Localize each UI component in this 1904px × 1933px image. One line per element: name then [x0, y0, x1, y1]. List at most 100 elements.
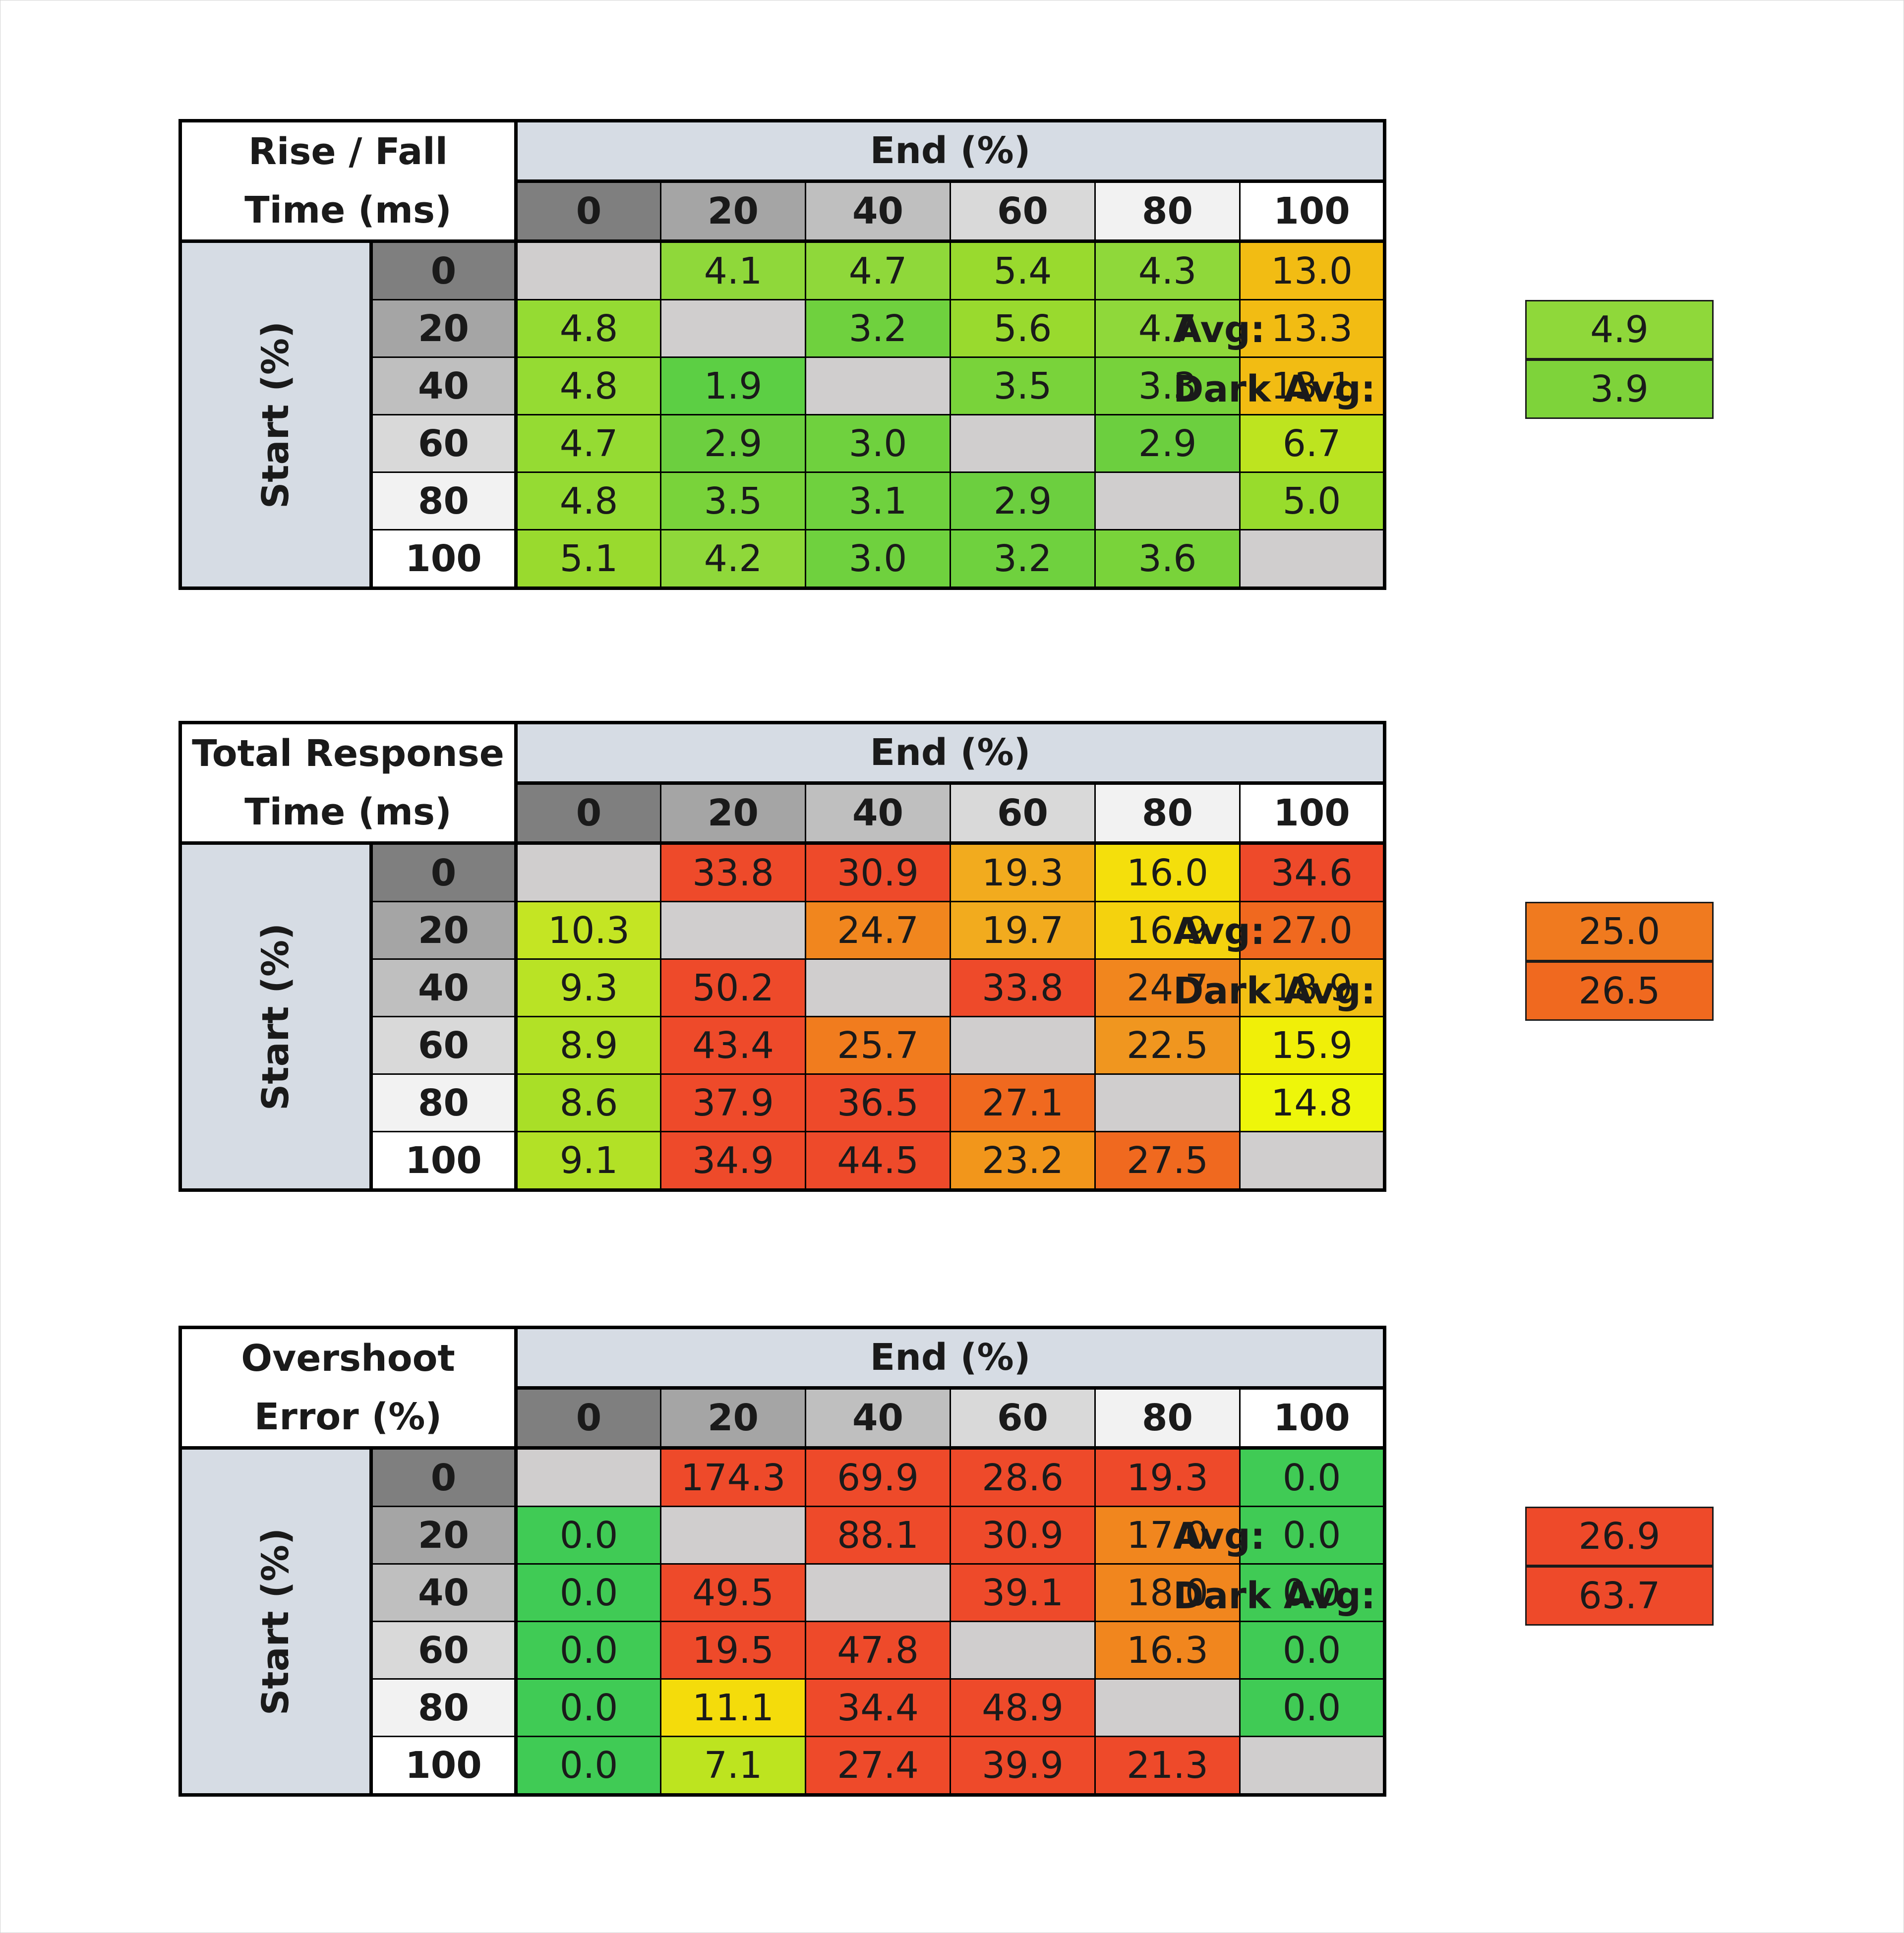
heatmap-cell: 0.0 — [1239, 1621, 1386, 1680]
heatmap-cell: 39.9 — [950, 1736, 1096, 1796]
heatmap-cell: 27.1 — [950, 1073, 1096, 1132]
heatmap-cell: 34.6 — [1239, 842, 1386, 902]
table-row: 20 10.3 24.7 19.7 16.9 27.0 — [180, 901, 1386, 960]
heatmap-cell: 5.6 — [950, 299, 1096, 358]
table-row: Start (%) 0 33.8 30.9 19.3 16.0 34.6 — [179, 842, 1386, 1191]
y-axis-label: Start (%) — [179, 842, 373, 1191]
dark-avg-label: Dark Avg: — [1173, 368, 1376, 410]
avg-label: Avg: — [1173, 910, 1265, 953]
title-line-2: Error (%) — [254, 1396, 442, 1438]
table-row: 60 0.0 19.5 47.8 16.3 0.0 — [180, 1621, 1386, 1680]
x-axis-label: End (%) — [515, 120, 1386, 183]
dark-avg-label: Dark Avg: — [1173, 970, 1376, 1012]
table-row: 20 4.8 3.2 5.6 4.7 13.3 — [180, 299, 1386, 358]
x-tick-label: 100 — [1239, 180, 1386, 243]
avg-label: Avg: — [1173, 1515, 1265, 1558]
y-tick-label: 40 — [370, 356, 518, 415]
heatmap-title: Rise / Fall Time (ms) — [179, 120, 518, 243]
heatmap-cell: 15.9 — [1239, 1016, 1386, 1075]
y-tick-label: 80 — [370, 471, 518, 530]
x-tick-label: 40 — [805, 782, 952, 845]
avg-label: Avg: — [1173, 308, 1265, 351]
heatmap-cell: 39.1 — [950, 1563, 1096, 1622]
heatmap-cell: 3.0 — [805, 529, 952, 589]
heatmap-cell: 25.7 — [805, 1016, 952, 1075]
heatmap-cell: 34.4 — [805, 1678, 952, 1737]
heatmap-cell — [515, 1447, 662, 1507]
x-tick-label: 20 — [660, 782, 807, 845]
heatmap-cell: 43.4 — [660, 1016, 807, 1075]
heatmap-cell: 2.9 — [950, 471, 1096, 530]
avg-row: Avg: 25.0 — [1173, 902, 1719, 961]
heatmap-cell: 2.9 — [1094, 414, 1241, 473]
heatmap-cell: 6.7 — [1239, 414, 1386, 473]
table-row: 100 9.1 34.9 44.5 23.2 27.5 — [180, 1131, 1386, 1191]
heatmap-cell: 9.1 — [515, 1131, 662, 1191]
heatmap-cell: 34.9 — [660, 1131, 807, 1191]
dark-avg-value: 26.5 — [1525, 961, 1714, 1021]
table-row: 100 0.0 7.1 27.4 39.9 21.3 — [180, 1736, 1386, 1796]
heatmap-cell: 22.5 — [1094, 1016, 1241, 1075]
y-axis-label-text: Start (%) — [254, 923, 298, 1111]
heatmap-cell: 19.3 — [1094, 1447, 1241, 1507]
heatmap-cell: 23.2 — [950, 1131, 1096, 1191]
heatmap-cell: 0.0 — [515, 1506, 662, 1565]
y-axis-label-text: Start (%) — [254, 1527, 298, 1715]
table-row: 40 0.0 49.5 39.1 18.0 0.0 — [180, 1563, 1386, 1622]
title-line-1: Rise / Fall — [248, 130, 448, 173]
avg-value: 25.0 — [1525, 902, 1714, 961]
dark-avg-row: Dark Avg: 63.7 — [1173, 1566, 1719, 1626]
heatmap-cell: 24.7 — [1094, 958, 1241, 1017]
y-tick-label: 0 — [370, 842, 518, 902]
heatmap-cell: 4.7 — [805, 240, 952, 300]
heatmap-cell — [660, 299, 807, 358]
table-row: 40 4.8 1.9 3.5 3.3 13.1 — [180, 356, 1386, 415]
heatmap-title: Overshoot Error (%) — [179, 1327, 518, 1450]
heatmap-cell: 0.0 — [1239, 1447, 1386, 1507]
x-tick-label: 20 — [660, 1387, 807, 1450]
avg-row: Avg: 4.9 — [1173, 300, 1719, 359]
heatmap-cell: 16.9 — [1094, 901, 1241, 960]
dark-avg-label: Dark Avg: — [1173, 1575, 1376, 1617]
heatmap-cell: 13.1 — [1239, 356, 1386, 415]
heatmap-cell: 5.1 — [515, 529, 662, 589]
x-tick-label: 80 — [1094, 180, 1241, 243]
table-row: 60 8.9 43.4 25.7 22.5 15.9 — [180, 1016, 1386, 1075]
heatmap-cell: 4.2 — [660, 529, 807, 589]
heatmap-cell — [1239, 529, 1386, 589]
heatmap-cell — [1239, 1736, 1386, 1796]
table-row: 100 5.1 4.2 3.0 3.2 3.6 — [180, 529, 1386, 589]
y-tick-label: 100 — [370, 529, 518, 589]
heatmap-table: Overshoot Error (%) End (%) 0 20 40 60 80 100 Sta… — [178, 1326, 1387, 1797]
avg-value: 26.9 — [1525, 1507, 1714, 1566]
x-tick-label: 0 — [515, 1387, 662, 1450]
heatmap-cell: 4.1 — [660, 240, 807, 300]
heatmap-cell: 5.0 — [1239, 471, 1386, 530]
heatmap-cell: 14.8 — [1239, 1073, 1386, 1132]
heatmap-cell: 3.6 — [1094, 529, 1241, 589]
table-row: 60 4.7 2.9 3.0 2.9 6.7 — [180, 414, 1386, 473]
title-line-2: Time (ms) — [244, 189, 452, 232]
heatmap-cell — [805, 356, 952, 415]
heatmap-cell: 48.9 — [950, 1678, 1096, 1737]
y-axis-label-text: Start (%) — [254, 321, 298, 509]
heatmap-cell: 30.9 — [805, 842, 952, 902]
heatmap-cell: 24.7 — [805, 901, 952, 960]
heatmap-cell: 21.3 — [1094, 1736, 1241, 1796]
x-tick-label: 80 — [1094, 1387, 1241, 1450]
x-tick-label: 40 — [805, 180, 952, 243]
heatmap-table: Total Response Time (ms) End (%) 0 20 40 60 80 1… — [178, 721, 1387, 1192]
heatmap-table: Rise / Fall Time (ms) End (%) 0 20 40 60 80 100 S… — [178, 119, 1387, 590]
y-tick-label: 0 — [370, 1447, 518, 1507]
heatmap-cell: 50.2 — [660, 958, 807, 1017]
y-tick-label: 20 — [370, 901, 518, 960]
heatmap-cell: 8.6 — [515, 1073, 662, 1132]
avg-row: Avg: 26.9 — [1173, 1507, 1719, 1566]
heatmap-cell: 4.7 — [515, 414, 662, 473]
heatmap-cell: 17.0 — [1094, 1506, 1241, 1565]
heatmap-cell: 18.0 — [1094, 1563, 1241, 1622]
y-tick-label: 100 — [370, 1131, 518, 1191]
x-tick-label: 100 — [1239, 782, 1386, 845]
heatmap-block: Overshoot Error (%) End (%) 0 20 40 60 80 100 Sta… — [178, 1326, 1387, 1797]
x-axis-label: End (%) — [515, 1327, 1386, 1390]
